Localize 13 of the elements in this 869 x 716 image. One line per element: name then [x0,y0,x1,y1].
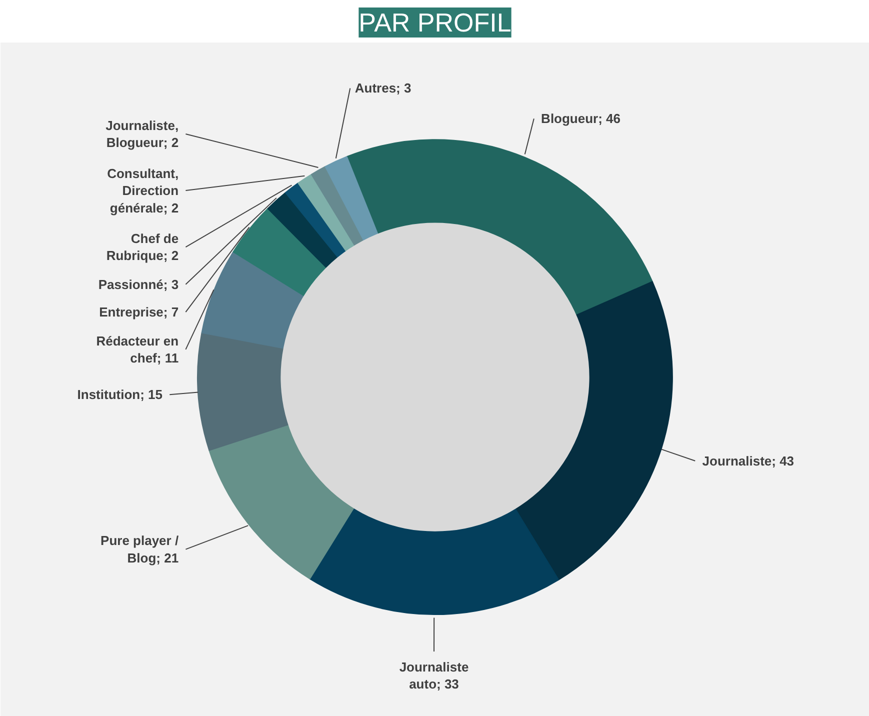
data-label: Autres; 3 [354,80,412,96]
data-label: Rédacteur en chef; 11 [96,333,179,366]
data-label: Consultant, Direction générale; 2 [107,166,179,216]
data-label: Entreprise; 7 [99,304,179,320]
data-label: Blogueur; 46 [541,111,621,126]
data-label: Pure player / Blog; 21 [100,533,179,566]
data-label: Journaliste auto; 33 [399,659,469,692]
data-label: Institution; 15 [77,387,162,402]
chart-title: PAR PROFIL [358,8,512,38]
data-label: Passionné; 3 [98,276,179,292]
data-label: Journaliste; 43 [702,453,794,468]
data-label: Chef de Rubrique; 2 [106,230,179,264]
data-label: Journaliste, Blogueur; 2 [106,118,179,150]
